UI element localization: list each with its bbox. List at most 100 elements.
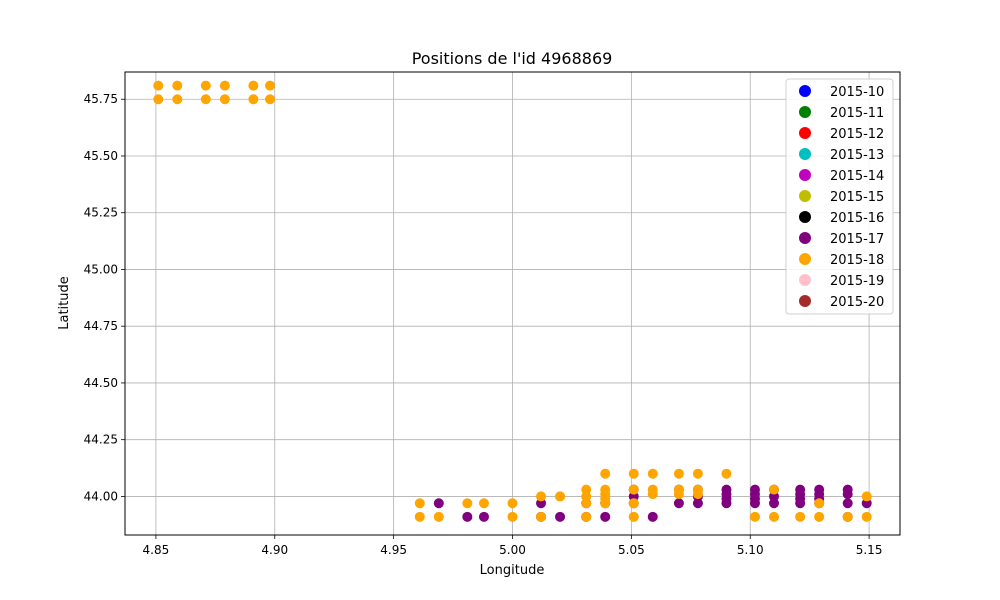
data-point-2015-18 (414, 511, 425, 522)
data-point-2015-18 (692, 468, 703, 479)
data-point-2015-18 (600, 468, 611, 479)
x-tick-label: 4.85 (143, 543, 170, 557)
legend-marker (799, 295, 811, 307)
legend-label: 2015-18 (830, 253, 884, 268)
legend-label: 2015-12 (830, 127, 884, 142)
data-point-2015-17 (462, 511, 473, 522)
y-axis-label: Latitude (57, 276, 72, 330)
y-tick-label: 45.50 (84, 149, 118, 163)
legend-marker (799, 253, 811, 265)
data-points (153, 80, 872, 522)
legend-marker (799, 85, 811, 97)
data-point-2015-18 (647, 489, 658, 500)
data-point-2015-18 (769, 484, 780, 495)
data-point-2015-18 (200, 80, 211, 91)
x-tick-label: 5.05 (618, 543, 645, 557)
y-tick-label: 44.25 (84, 433, 118, 447)
data-point-2015-17 (769, 498, 780, 509)
x-tick-label: 4.90 (261, 543, 288, 557)
y-tick-label: 45.00 (84, 262, 118, 276)
data-point-2015-17 (795, 498, 806, 509)
data-point-2015-18 (628, 484, 639, 495)
data-point-2015-18 (433, 511, 444, 522)
data-point-2015-18 (692, 489, 703, 500)
data-point-2015-18 (172, 94, 183, 105)
legend-label: 2015-17 (830, 232, 884, 247)
data-point-2015-18 (814, 498, 825, 509)
data-point-2015-18 (769, 511, 780, 522)
data-point-2015-17 (433, 498, 444, 509)
legend-label: 2015-13 (830, 148, 884, 163)
data-point-2015-18 (536, 511, 547, 522)
y-tick-label: 45.75 (84, 92, 118, 106)
data-point-2015-18 (507, 511, 518, 522)
legend-label: 2015-11 (830, 106, 884, 121)
y-tick-label: 44.50 (84, 376, 118, 390)
legend-box (785, 78, 894, 315)
data-point-2015-18 (581, 511, 592, 522)
legend-marker (799, 211, 811, 223)
data-point-2015-18 (647, 468, 658, 479)
data-point-2015-18 (628, 498, 639, 509)
data-point-2015-18 (861, 491, 872, 502)
data-point-2015-17 (721, 498, 732, 509)
x-tick-label: 5.15 (856, 543, 883, 557)
legend-label: 2015-15 (830, 190, 884, 205)
data-point-2015-18 (478, 498, 489, 509)
legend-label: 2015-19 (830, 274, 884, 289)
y-tick-label: 44.75 (84, 319, 118, 333)
data-point-2015-18 (749, 511, 760, 522)
data-point-2015-17 (478, 511, 489, 522)
legend-marker (799, 232, 811, 244)
data-point-2015-18 (536, 491, 547, 502)
data-point-2015-18 (673, 468, 684, 479)
data-point-2015-18 (628, 468, 639, 479)
x-axis-label: Longitude (480, 563, 545, 578)
y-tick-label: 45.25 (84, 206, 118, 220)
data-point-2015-18 (628, 511, 639, 522)
data-point-2015-18 (861, 511, 872, 522)
data-point-2015-17 (842, 498, 853, 509)
y-tick-label: 44.00 (84, 489, 118, 503)
legend-marker (799, 169, 811, 181)
data-point-2015-17 (842, 489, 853, 500)
data-point-2015-18 (248, 94, 259, 105)
data-point-2015-18 (507, 498, 518, 509)
legend-marker (799, 274, 811, 286)
grid-lines (125, 72, 900, 535)
legend-marker (799, 190, 811, 202)
legend-marker (799, 106, 811, 118)
x-tick-label: 5.00 (499, 543, 526, 557)
data-point-2015-18 (581, 498, 592, 509)
axis-ticks: 4.85 4.90 4.95 5.00 5.05 5.10 5.15 44.00 44.25 44… (84, 92, 883, 557)
data-point-2015-18 (721, 468, 732, 479)
data-point-2015-18 (414, 498, 425, 509)
data-point-2015-18 (219, 94, 230, 105)
data-point-2015-18 (265, 80, 276, 91)
data-point-2015-18 (842, 511, 853, 522)
legend-label: 2015-20 (830, 295, 884, 310)
data-point-2015-18 (265, 94, 276, 105)
data-point-2015-18 (673, 489, 684, 500)
chart-title: Positions de l'id 4968869 (412, 49, 613, 68)
legend-marker (799, 148, 811, 160)
data-point-2015-17 (749, 498, 760, 509)
data-point-2015-18 (200, 94, 211, 105)
data-point-2015-18 (153, 94, 164, 105)
legend-label: 2015-10 (830, 85, 884, 100)
legend-label: 2015-14 (830, 169, 884, 184)
data-point-2015-18 (248, 80, 259, 91)
data-point-2015-17 (600, 511, 611, 522)
data-point-2015-17 (555, 511, 566, 522)
data-point-2015-17 (673, 498, 684, 509)
x-tick-label: 5.10 (737, 543, 764, 557)
data-point-2015-18 (219, 80, 230, 91)
x-tick-label: 4.95 (380, 543, 407, 557)
data-point-2015-18 (795, 511, 806, 522)
data-point-2015-18 (600, 498, 611, 509)
data-point-2015-18 (153, 80, 164, 91)
data-point-2015-18 (555, 491, 566, 502)
data-point-2015-18 (462, 498, 473, 509)
legend: 2015-10 2015-11 2015-12 2015-13 2015-14 2015-… (785, 78, 894, 315)
